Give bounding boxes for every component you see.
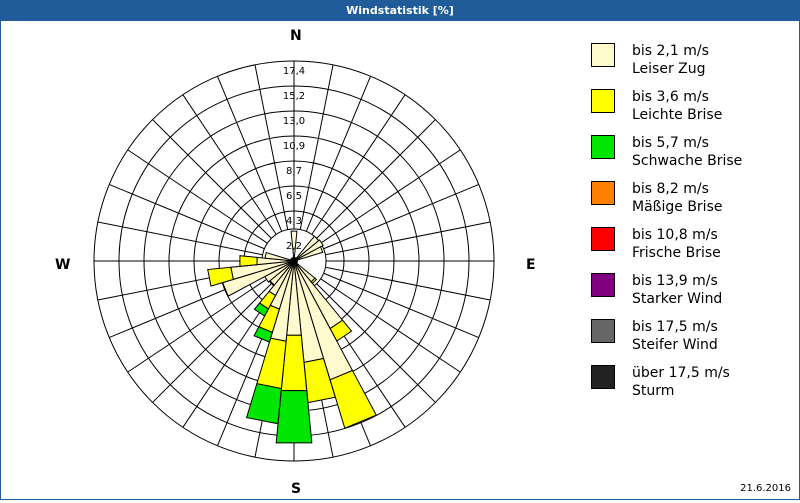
wind-rose-bar-segment bbox=[253, 326, 273, 343]
legend-label: bis 8,2 m/s bbox=[632, 181, 709, 197]
wind-rose-bar-segment bbox=[290, 230, 298, 262]
legend-swatch bbox=[591, 273, 615, 297]
legend-label: bis 5,7 m/s bbox=[632, 135, 709, 151]
compass-north-label: N bbox=[290, 28, 302, 44]
wind-rose-bar-segment bbox=[293, 246, 324, 262]
legend-label: bis 17,5 m/s bbox=[632, 319, 718, 335]
legend-sub: Sturm bbox=[632, 383, 675, 399]
wind-rose-svg: 2,2 4,3 6,5 8,7 10,9 13,0 15,2 17,4 bbox=[93, 60, 495, 462]
ring-label: 2,2 bbox=[286, 241, 302, 252]
legend-item: bis 13,9 m/s Starker Wind bbox=[591, 273, 791, 319]
wind-rose-bar-segment bbox=[245, 383, 282, 425]
legend-swatch bbox=[591, 227, 615, 251]
compass-south-label: S bbox=[291, 481, 302, 497]
wind-rose-bar-segment bbox=[239, 255, 258, 267]
legend-swatch bbox=[591, 181, 615, 205]
ring-label: 17,4 bbox=[283, 66, 305, 77]
legend-item: bis 2,1 m/s Leiser Zug bbox=[591, 43, 791, 89]
legend-sub: Leichte Brise bbox=[632, 107, 723, 123]
compass-west-label: W bbox=[55, 257, 71, 273]
ring-label: 6,5 bbox=[286, 191, 302, 202]
wind-rose-bar-segment bbox=[207, 266, 234, 287]
legend-item: bis 8,2 m/s Mäßige Brise bbox=[591, 181, 791, 227]
ring-label: 15,2 bbox=[283, 91, 305, 102]
ring-label: 13,0 bbox=[283, 116, 305, 127]
wind-rose-bar-segment bbox=[329, 369, 377, 429]
legend-sub: Leiser Zug bbox=[632, 61, 706, 77]
wind-rose-bar-segment bbox=[253, 302, 270, 317]
legend-item: bis 17,5 m/s Steifer Wind bbox=[591, 319, 791, 365]
legend-item: über 17,5 m/s Sturm bbox=[591, 365, 791, 411]
legend-item: bis 10,8 m/s Frische Brise bbox=[591, 227, 791, 273]
wind-rose-chart: 2,2 4,3 6,5 8,7 10,9 13,0 15,2 17,4 N E S W bbox=[1, 21, 581, 499]
compass-east-label: E bbox=[526, 257, 536, 273]
ring-label: 8,7 bbox=[286, 166, 302, 177]
legend-sub: Mäßige Brise bbox=[632, 199, 723, 215]
legend-swatch bbox=[591, 319, 615, 343]
legend: bis 2,1 m/s Leiser Zug bis 3,6 m/s Leichte… bbox=[591, 43, 791, 411]
legend-item: bis 5,7 m/s Schwache Brise bbox=[591, 135, 791, 181]
wind-rose-bar-segment bbox=[264, 251, 295, 262]
legend-swatch bbox=[591, 89, 615, 113]
legend-swatch bbox=[591, 43, 615, 67]
legend-item: bis 3,6 m/s Leichte Brise bbox=[591, 89, 791, 135]
legend-sub: Starker Wind bbox=[632, 291, 723, 307]
ring-label: 4,3 bbox=[286, 216, 302, 227]
date-label: 21.6.2016 bbox=[740, 483, 791, 494]
legend-label: bis 3,6 m/s bbox=[632, 89, 709, 105]
legend-label: über 17,5 m/s bbox=[632, 365, 730, 381]
legend-swatch bbox=[591, 365, 615, 389]
wind-rose-bar-segment bbox=[256, 337, 287, 390]
legend-sub: Frische Brise bbox=[632, 245, 721, 261]
legend-label: bis 2,1 m/s bbox=[632, 43, 709, 59]
legend-label: bis 13,9 m/s bbox=[632, 273, 718, 289]
legend-swatch bbox=[591, 135, 615, 159]
legend-sub: Schwache Brise bbox=[632, 153, 743, 169]
legend-label: bis 10,8 m/s bbox=[632, 227, 718, 243]
title-bar: Windstatistik [%] bbox=[1, 1, 799, 21]
wind-rose-bar-segment bbox=[275, 390, 313, 444]
legend-sub: Steifer Wind bbox=[632, 337, 718, 353]
ring-label: 10,9 bbox=[283, 141, 305, 152]
